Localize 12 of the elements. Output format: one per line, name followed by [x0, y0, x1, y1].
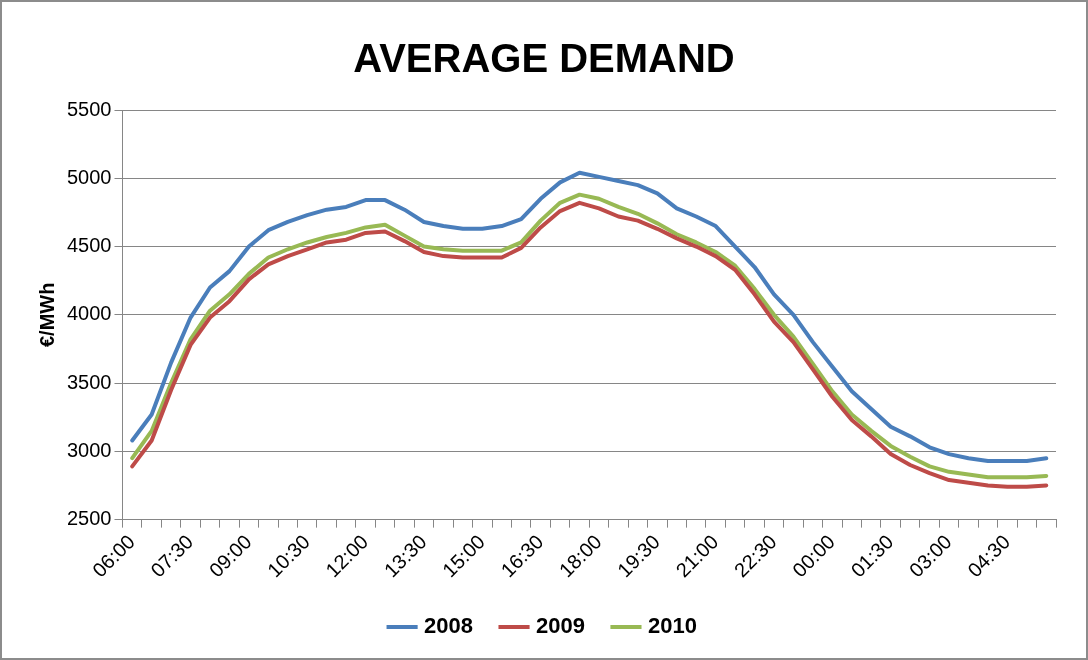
- legend-label: 2010: [647, 613, 697, 639]
- y-tick-label: 3500: [66, 370, 112, 393]
- y-tick-label: 4000: [66, 302, 112, 325]
- legend-label: 2008: [424, 613, 474, 639]
- y-tick-label: 3000: [66, 438, 112, 461]
- y-axis-title: €/MWh: [35, 282, 58, 348]
- y-tick-label: 5000: [66, 165, 112, 188]
- y-tick-label: 5500: [66, 97, 112, 120]
- y-tick-label: 4500: [66, 234, 112, 257]
- chart-title: AVERAGE DEMAND: [353, 36, 735, 81]
- legend-label: 2009: [536, 613, 585, 639]
- y-tick-label: 2500: [66, 507, 112, 530]
